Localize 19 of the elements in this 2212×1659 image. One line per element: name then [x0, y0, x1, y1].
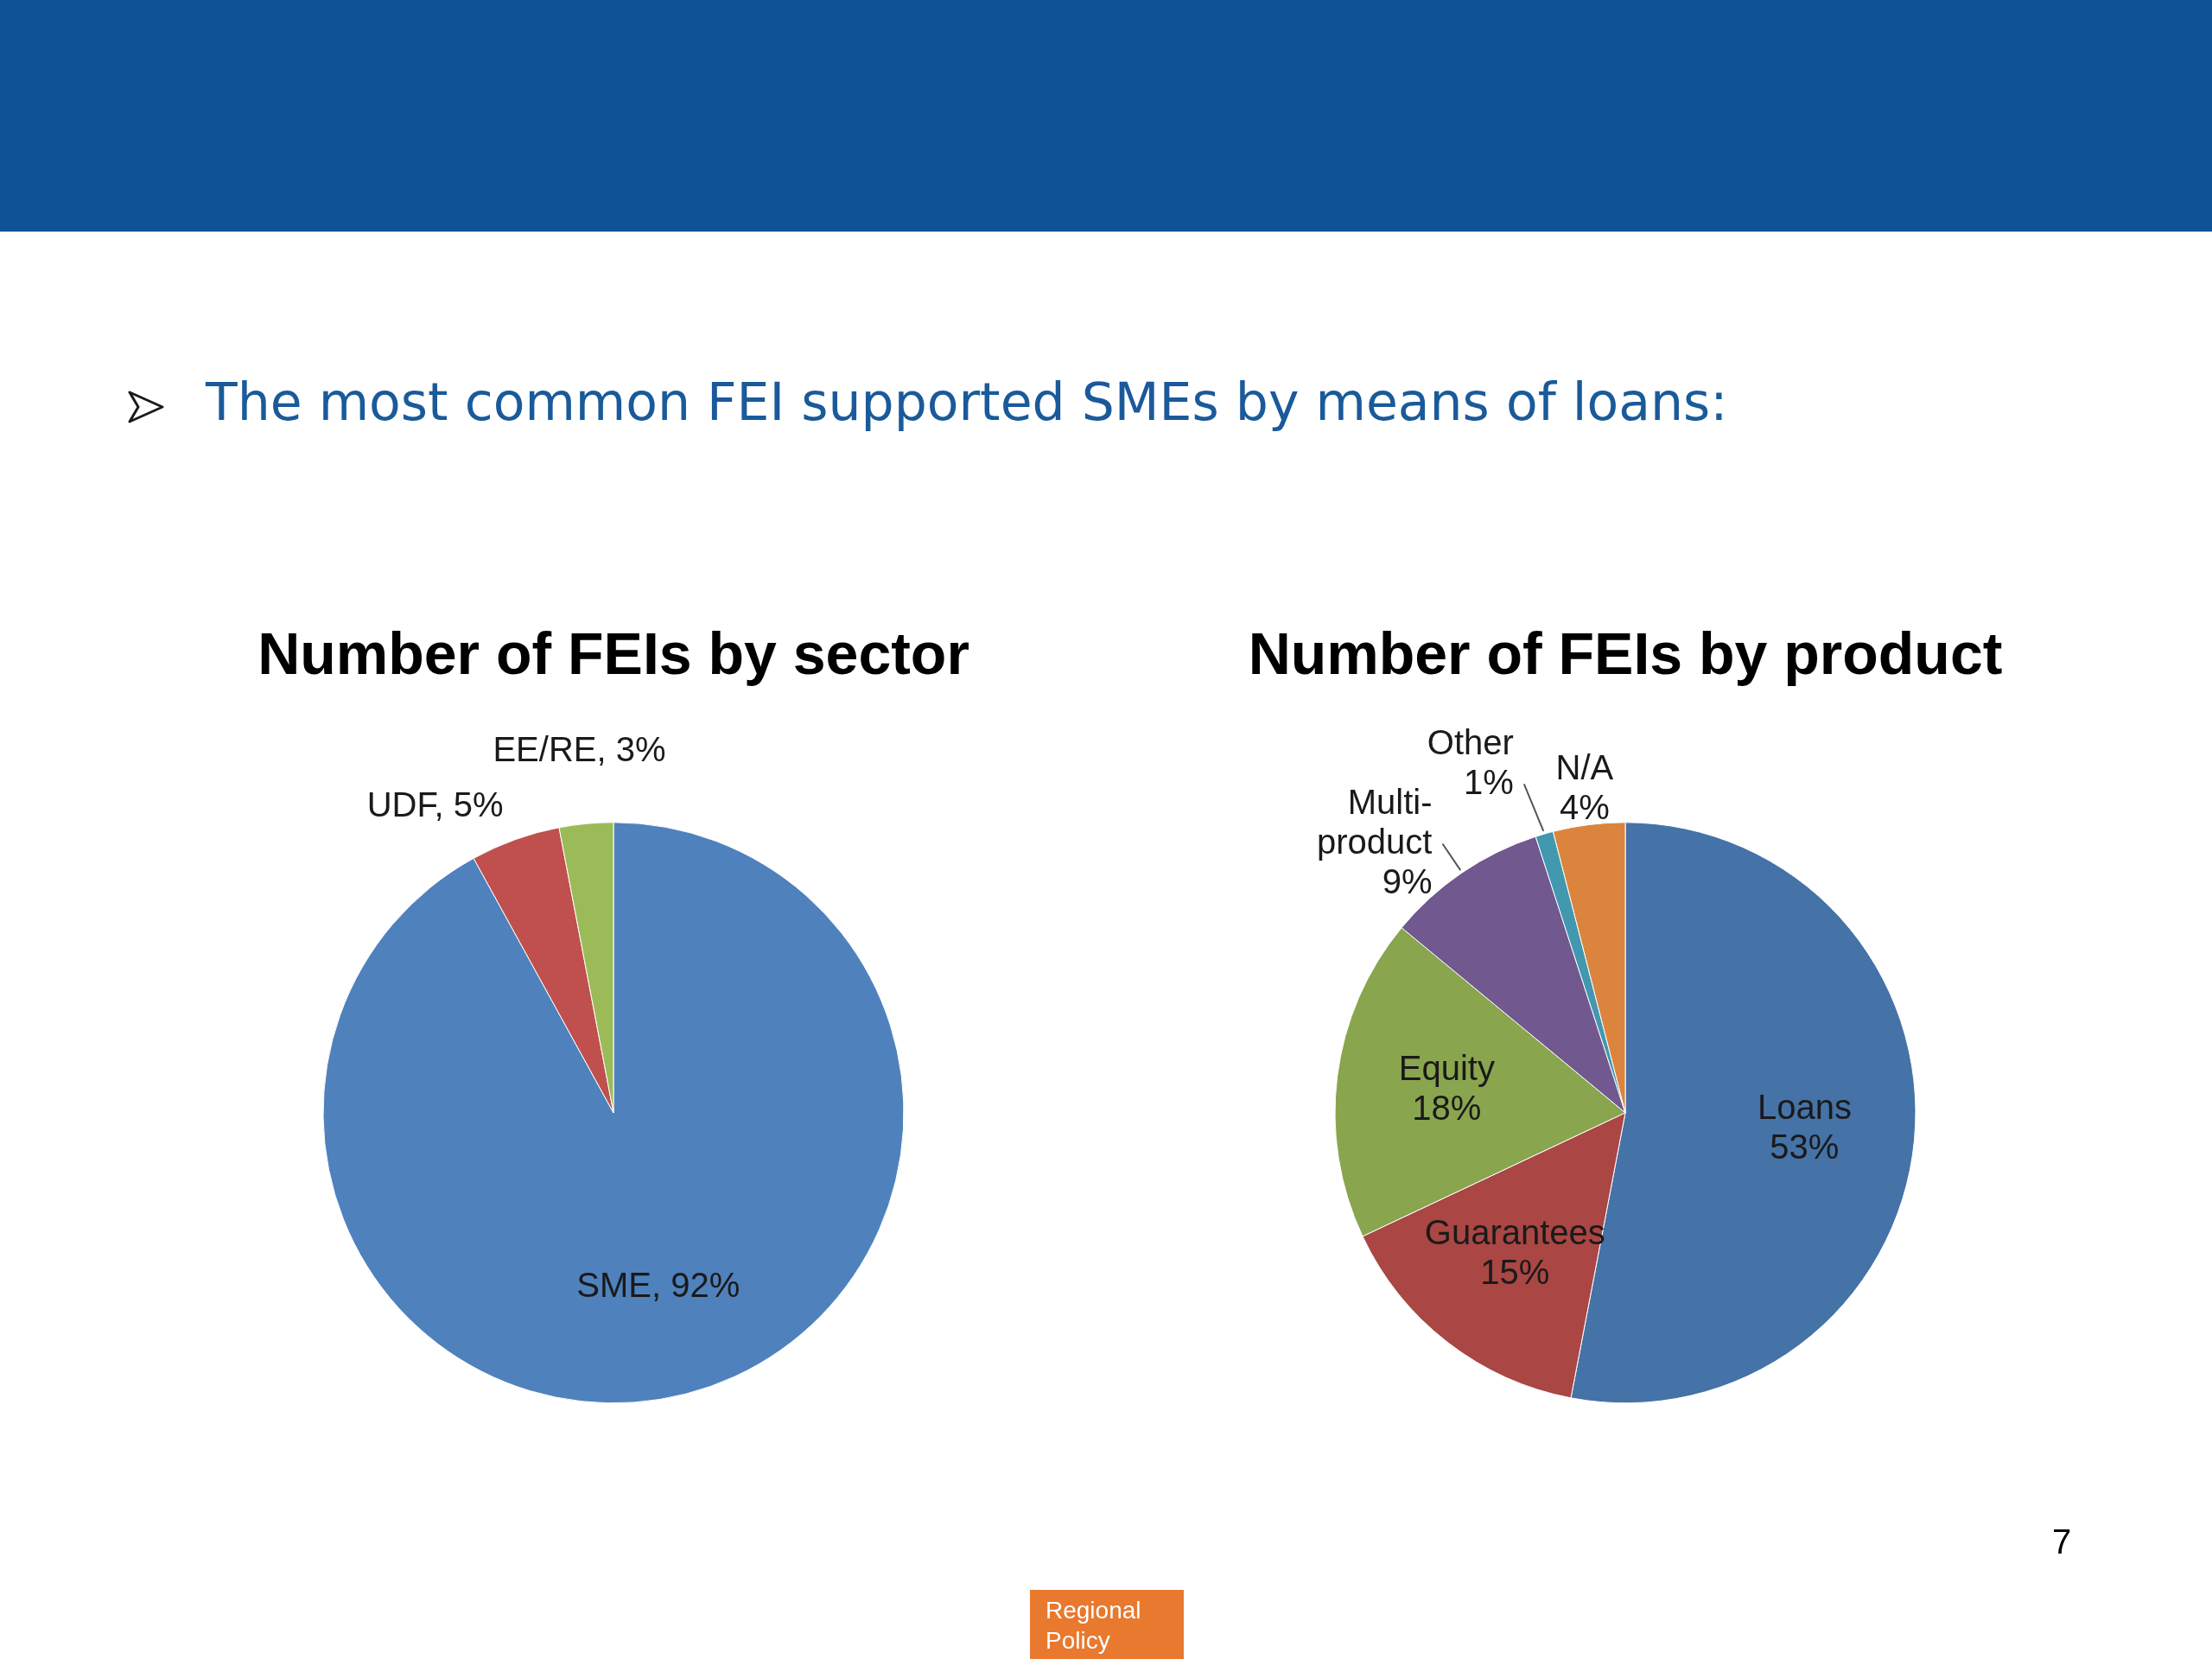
slice-label: SME, 92%: [576, 1265, 741, 1304]
chart-title: Number of FEIs by sector: [257, 620, 969, 686]
data-label: 15%: [1480, 1253, 1550, 1292]
slice-label: N/A: [1555, 748, 1614, 787]
data-label: 53%: [1770, 1128, 1840, 1166]
slice-label: EE/RE, 3%: [493, 729, 666, 768]
text: 7: [2052, 1522, 2072, 1561]
data-label: 4%: [1559, 788, 1610, 827]
chart-title: Number of FEIs by product: [1248, 620, 2003, 686]
text: The most common FEI supported SMEs by means of loans:: [206, 372, 1728, 432]
slice-label: Equity: [1398, 1048, 1495, 1087]
text: Regional Policy: [1030, 1590, 1184, 1659]
slice-label: Multi-product: [1317, 782, 1433, 861]
data-label: 18%: [1412, 1088, 1482, 1127]
data-label: 9%: [1382, 861, 1433, 900]
slice-label: Loans: [1757, 1088, 1852, 1127]
data-label: 1%: [1464, 762, 1514, 801]
slice-label: Other: [1427, 722, 1514, 761]
slice-label: UDF, 5%: [366, 785, 504, 823]
